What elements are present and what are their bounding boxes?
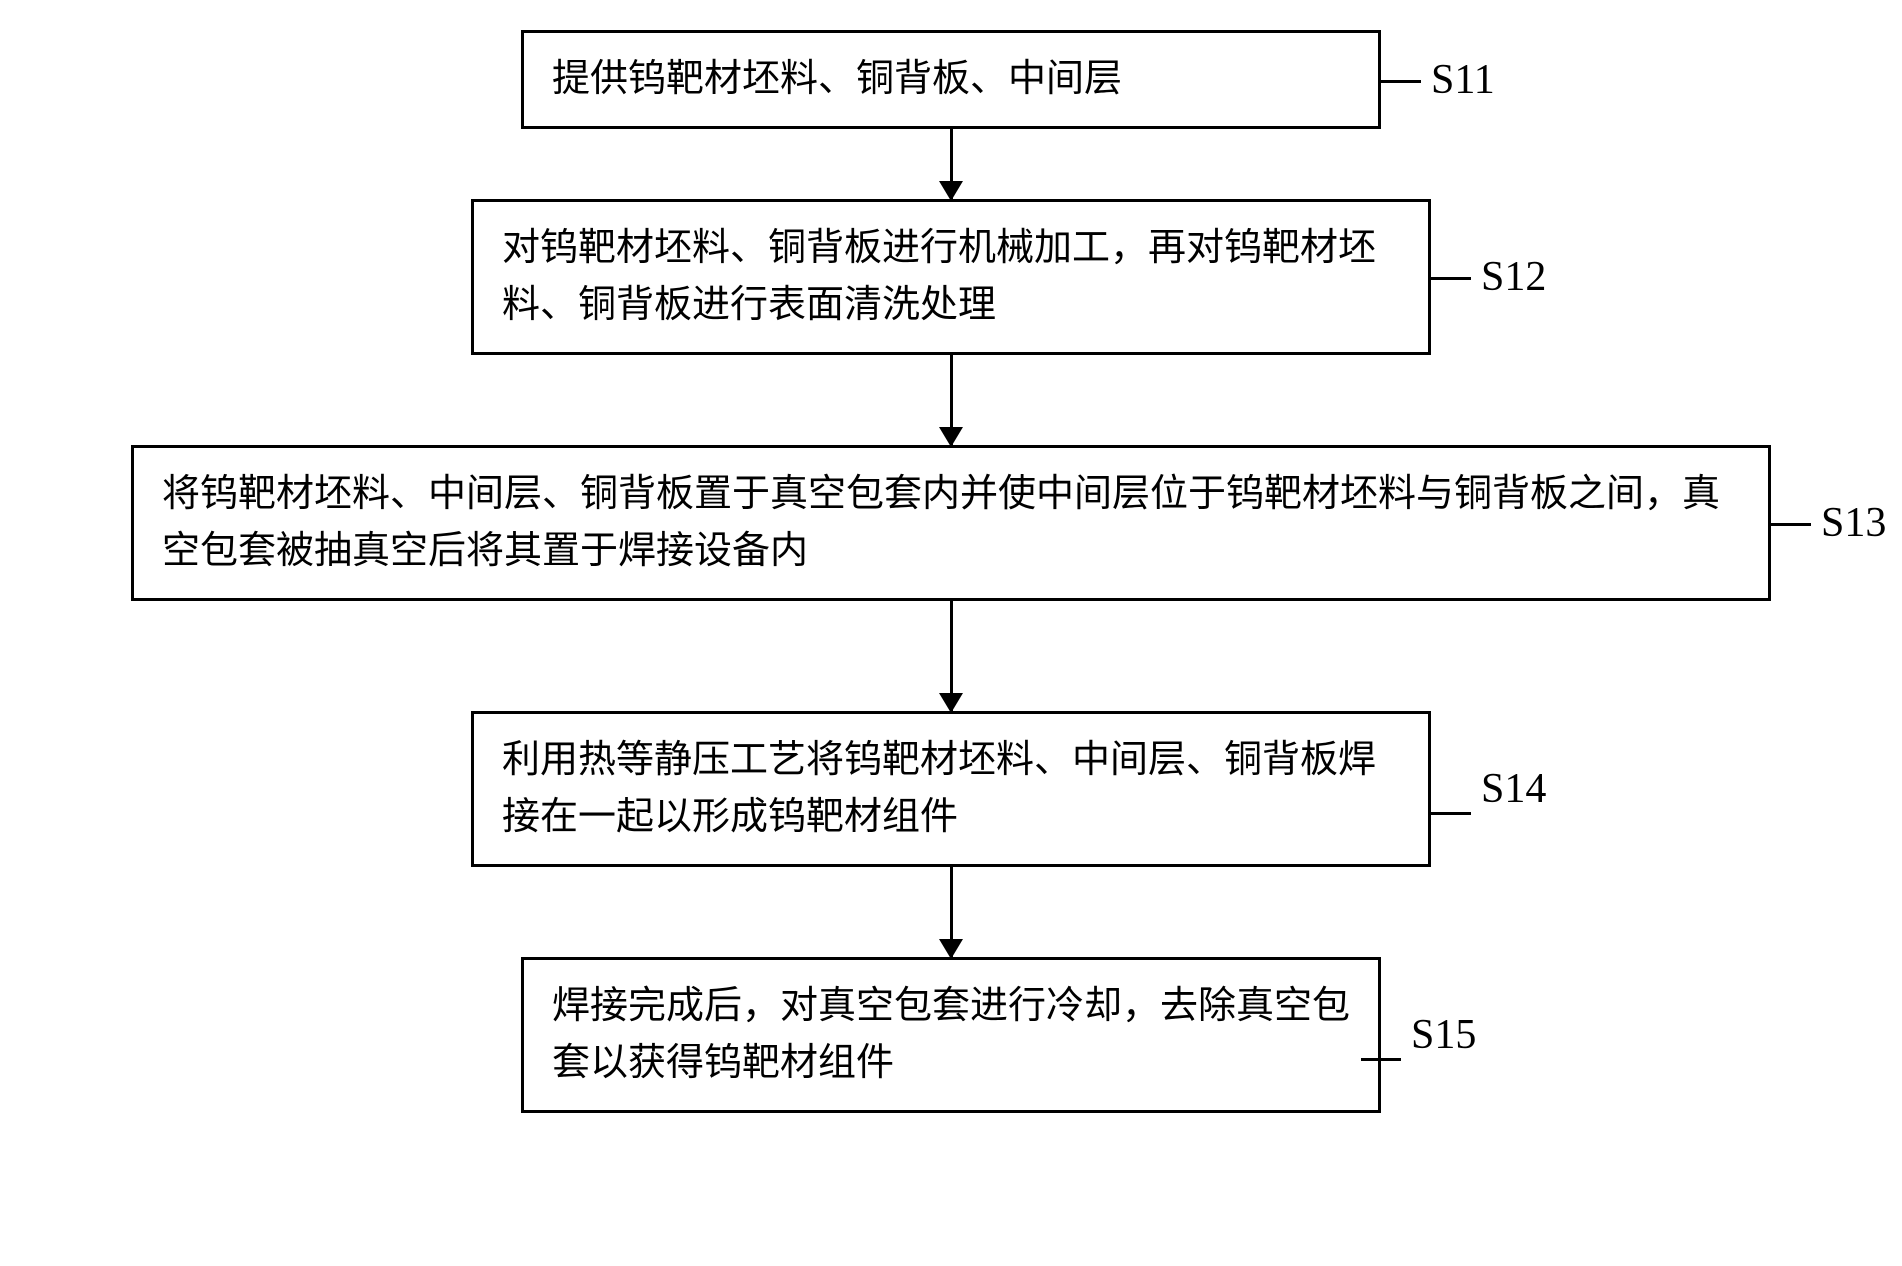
step-box-s12: 对钨靶材坯料、铜背板进行机械加工，再对钨靶材坯料、铜背板进行表面清洗处理 (471, 199, 1431, 355)
step-text-s11: 提供钨靶材坯料、铜背板、中间层 (552, 58, 1122, 100)
arrow-s14-s15 (950, 867, 953, 957)
step-text-s15: 焊接完成后，对真空包套进行冷却，去除真空包套以获得钨靶材组件 (552, 985, 1350, 1084)
label-connector-s15 (1361, 1058, 1401, 1061)
step-row-s14: 利用热等静压工艺将钨靶材坯料、中间层、铜背板焊接在一起以形成钨靶材组件 S14 (20, 711, 1882, 867)
flowchart-container: 提供钨靶材坯料、铜背板、中间层 S11 对钨靶材坯料、铜背板进行机械加工，再对钨… (20, 30, 1882, 1113)
step-text-s14: 利用热等静压工艺将钨靶材坯料、中间层、铜背板焊接在一起以形成钨靶材组件 (502, 739, 1376, 838)
arrow-s13-s14 (950, 601, 953, 711)
step-label-s12: S12 (1481, 253, 1546, 301)
arrowhead-icon (939, 427, 963, 447)
step-label-s11: S11 (1431, 56, 1495, 104)
step-box-s15: 焊接完成后，对真空包套进行冷却，去除真空包套以获得钨靶材组件 (521, 957, 1381, 1113)
step-text-s13: 将钨靶材坯料、中间层、铜背板置于真空包套内并使中间层位于钨靶材坯料与铜背板之间，… (162, 473, 1720, 572)
step-row-s12: 对钨靶材坯料、铜背板进行机械加工，再对钨靶材坯料、铜背板进行表面清洗处理 S12 (20, 199, 1882, 355)
step-row-s13: 将钨靶材坯料、中间层、铜背板置于真空包套内并使中间层位于钨靶材坯料与铜背板之间，… (20, 445, 1882, 601)
step-label-s13: S13 (1821, 499, 1886, 547)
arrowhead-icon (939, 181, 963, 201)
step-box-s11: 提供钨靶材坯料、铜背板、中间层 (521, 30, 1381, 129)
step-box-s14: 利用热等静压工艺将钨靶材坯料、中间层、铜背板焊接在一起以形成钨靶材组件 (471, 711, 1431, 867)
step-box-s13: 将钨靶材坯料、中间层、铜背板置于真空包套内并使中间层位于钨靶材坯料与铜背板之间，… (131, 445, 1771, 601)
arrow-s12-s13 (950, 355, 953, 445)
arrowhead-icon (939, 939, 963, 959)
arrowhead-icon (939, 693, 963, 713)
step-row-s11: 提供钨靶材坯料、铜背板、中间层 S11 (20, 30, 1882, 129)
label-connector-s11 (1381, 80, 1421, 83)
step-label-s14: S14 (1481, 765, 1546, 813)
label-connector-s13 (1771, 523, 1811, 526)
label-connector-s14 (1431, 812, 1471, 815)
arrow-s11-s12 (950, 129, 953, 199)
step-text-s12: 对钨靶材坯料、铜背板进行机械加工，再对钨靶材坯料、铜背板进行表面清洗处理 (502, 227, 1376, 326)
label-connector-s12 (1431, 277, 1471, 280)
step-row-s15: 焊接完成后，对真空包套进行冷却，去除真空包套以获得钨靶材组件 S15 (20, 957, 1882, 1113)
step-label-s15: S15 (1411, 1011, 1476, 1059)
